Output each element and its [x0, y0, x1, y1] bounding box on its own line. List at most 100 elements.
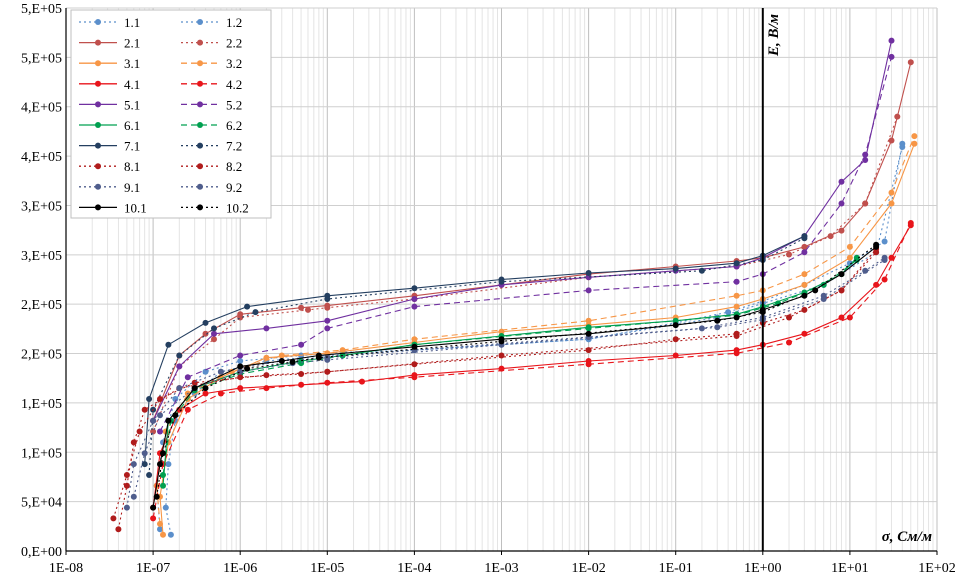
- data-point: [820, 296, 827, 302]
- axes: 1E-08 1E-07 1E-06 1E-05 1E-04 1E-03 1E-02 1E-01…: [21, 2, 956, 576]
- x-tick-label: 1E-02: [571, 561, 605, 576]
- data-point: [907, 59, 914, 66]
- series-8-2: [110, 246, 880, 522]
- y-tick-label: 2,E+05: [21, 348, 62, 363]
- data-point: [153, 493, 160, 500]
- data-point: [165, 417, 172, 424]
- y-tick-label: 1,E+05: [21, 446, 62, 461]
- data-point: [846, 260, 853, 267]
- data-point: [411, 303, 418, 310]
- legend-marker: [95, 204, 101, 211]
- data-point: [733, 314, 740, 321]
- data-point: [911, 140, 918, 147]
- x-tick-label: 1E+02: [918, 561, 955, 576]
- legend-item: 6.2: [181, 118, 242, 133]
- data-point: [115, 526, 122, 533]
- data-point: [184, 406, 191, 413]
- x-tick-label: 1E-01: [659, 561, 693, 576]
- legend-item: 10.1: [79, 200, 147, 215]
- data-point: [141, 406, 148, 413]
- data-point: [202, 319, 209, 326]
- data-point: [176, 352, 183, 359]
- data-point: [172, 412, 179, 419]
- legend-item: 8.1: [79, 159, 140, 174]
- data-point: [888, 254, 895, 261]
- legend-label: 4.2: [226, 77, 242, 92]
- data-point: [801, 235, 808, 242]
- legend-marker: [95, 60, 101, 67]
- data-point: [123, 504, 130, 511]
- data-point: [252, 309, 259, 316]
- data-point: [263, 325, 270, 332]
- legend-label: 4.1: [124, 77, 140, 92]
- data-point: [672, 265, 679, 272]
- data-point: [827, 233, 834, 240]
- legend-marker: [95, 101, 101, 108]
- data-point: [733, 333, 740, 339]
- data-point: [237, 368, 244, 375]
- legend-marker: [95, 142, 101, 149]
- data-point: [862, 200, 869, 207]
- data-point: [141, 450, 148, 457]
- x-tick-label: 1E-07: [136, 561, 170, 576]
- data-point: [498, 352, 505, 359]
- data-point: [672, 352, 679, 359]
- data-point: [714, 317, 721, 324]
- data-point: [498, 278, 505, 285]
- data-point: [324, 317, 331, 324]
- data-point: [498, 338, 505, 345]
- data-point: [176, 363, 183, 370]
- data-point: [162, 504, 169, 511]
- legend-label: 8.2: [226, 159, 242, 174]
- data-point: [585, 325, 592, 332]
- data-point: [167, 531, 174, 538]
- legend-marker: [197, 39, 203, 46]
- data-point: [141, 461, 148, 468]
- y-tick-label: 1,E+05: [21, 397, 62, 412]
- legend-marker: [95, 183, 101, 190]
- data-point: [324, 304, 331, 311]
- data-point: [237, 358, 244, 364]
- x-tick-label: 1E-06: [223, 561, 257, 576]
- data-point: [801, 281, 808, 288]
- data-point: [217, 368, 224, 375]
- legend-item: 7.2: [181, 139, 242, 154]
- data-point: [130, 439, 137, 446]
- data-point: [411, 296, 418, 302]
- data-point: [881, 257, 888, 263]
- data-point: [411, 343, 418, 350]
- data-point: [324, 325, 331, 332]
- data-point: [862, 151, 869, 158]
- y-axis-title: E, В/м: [766, 14, 782, 57]
- legend-label: 6.1: [124, 118, 140, 133]
- legend-marker: [95, 122, 101, 128]
- data-point: [733, 303, 740, 310]
- data-point: [157, 526, 163, 533]
- data-point: [585, 274, 592, 281]
- data-point: [733, 278, 740, 285]
- data-point: [263, 385, 270, 392]
- data-point: [184, 374, 191, 381]
- legend-marker: [197, 101, 203, 108]
- legend-label: 10.1: [124, 200, 147, 215]
- legend-label: 1.1: [124, 15, 140, 30]
- data-point: [411, 361, 418, 368]
- data-point: [888, 200, 895, 207]
- data-point: [838, 178, 845, 185]
- data-point: [838, 271, 845, 278]
- legend-label: 7.1: [124, 139, 140, 154]
- data-point: [244, 303, 251, 310]
- legend-item: 6.1: [79, 118, 140, 133]
- legend-label: 9.1: [124, 180, 140, 195]
- legend-marker: [197, 204, 203, 211]
- data-point: [263, 354, 270, 361]
- y-tick-label: 4,E+05: [21, 101, 62, 116]
- data-point: [244, 365, 251, 372]
- series-line: [152, 246, 877, 508]
- series-4-2: [150, 220, 914, 522]
- y-tick-label: 0,E+00: [21, 545, 62, 560]
- data-point: [888, 137, 895, 144]
- data-point: [846, 254, 853, 261]
- data-point: [714, 324, 721, 331]
